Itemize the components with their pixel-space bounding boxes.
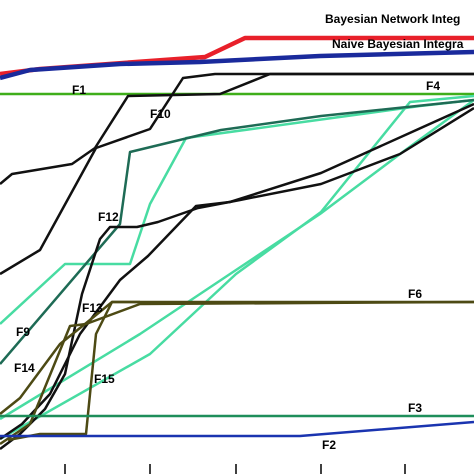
series-label-bayesian-network-integ: Bayesian Network Integ [325,12,460,26]
series-line-series-8-8 [0,72,474,276]
series-label-f3: F3 [408,401,422,415]
series-label-f15: F15 [94,372,115,386]
series-line-f2-17 [0,420,474,438]
series-label-f14: F14 [14,361,35,375]
series-line-series-10-10 [0,102,474,441]
series-label-f6: F6 [408,287,422,301]
x-axis [64,464,406,474]
series-label-naive-bayesian-integra: Naive Bayesian Integra [332,37,464,51]
series-line-series-5-5 [0,98,474,421]
series-line-f13-12 [0,300,474,446]
series-label-f2: F2 [322,438,336,452]
series-lines [0,35,474,450]
series-label-f1: F1 [72,83,86,97]
series-line-f6-11 [0,300,474,415]
series-label-f12: F12 [98,210,119,224]
series-line-naive-bayesian-integra-1 [0,49,474,81]
series-labels: Bayesian Network Integ Naive Bayesian Int… [14,12,464,452]
series-line-f4-3 [0,98,474,325]
series-label-f13: F13 [82,301,103,315]
series-label-f9: F9 [16,325,30,339]
series-label-f4: F4 [426,79,440,93]
series-line-series-4-4 [0,94,474,441]
series-line-f12-9 [0,106,474,450]
series-line-series-6-6 [0,98,474,365]
series-label-f10: F10 [150,107,171,121]
